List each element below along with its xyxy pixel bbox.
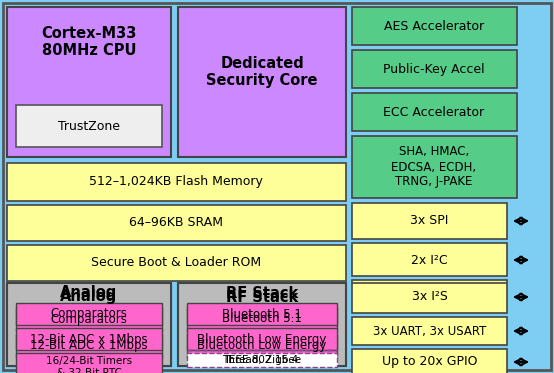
- Bar: [187, 353, 337, 367]
- Bar: [16, 303, 162, 325]
- Text: 2x I²C: 2x I²C: [411, 254, 448, 266]
- Bar: [352, 317, 507, 345]
- Text: TrustZone: TrustZone: [58, 119, 120, 132]
- Text: Public-Key Accel: Public-Key Accel: [383, 63, 485, 75]
- Text: Comparators: Comparators: [50, 307, 127, 320]
- Text: Secure Boot & Loader ROM: Secure Boot & Loader ROM: [91, 257, 261, 270]
- Text: 3x I²S: 3x I²S: [412, 291, 448, 304]
- Bar: [352, 7, 517, 45]
- Text: 16/24-Bit Timers
& 32-Bit RTC: 16/24-Bit Timers & 32-Bit RTC: [46, 356, 132, 373]
- Text: Bluetooth Low Energy: Bluetooth Low Energy: [197, 332, 327, 345]
- Bar: [352, 203, 507, 239]
- Text: 512–1,024KB Flash Memory: 512–1,024KB Flash Memory: [89, 176, 263, 188]
- Bar: [16, 307, 162, 331]
- Bar: [352, 243, 507, 276]
- Text: Analog: Analog: [60, 285, 117, 301]
- Bar: [352, 93, 517, 131]
- Bar: [352, 50, 517, 88]
- Bar: [352, 136, 517, 198]
- Bar: [7, 245, 346, 281]
- Bar: [178, 7, 346, 157]
- Text: 12-Bit ADC x 1Mbps: 12-Bit ADC x 1Mbps: [30, 339, 148, 352]
- Text: 3x UART, 3x USART: 3x UART, 3x USART: [373, 325, 486, 338]
- Text: RF Stack: RF Stack: [226, 289, 298, 304]
- Bar: [16, 105, 162, 147]
- Bar: [16, 334, 162, 358]
- Text: Bluetooth 5.1: Bluetooth 5.1: [222, 313, 302, 326]
- Bar: [352, 280, 507, 313]
- Text: Bluetooth 5.1: Bluetooth 5.1: [222, 307, 302, 320]
- Bar: [7, 163, 346, 201]
- Bar: [16, 328, 162, 350]
- Text: Analog: Analog: [60, 289, 117, 304]
- Bar: [178, 285, 346, 366]
- Bar: [16, 353, 162, 373]
- Text: 12-Bit ADC x 1Mbps: 12-Bit ADC x 1Mbps: [30, 332, 148, 345]
- Text: AES Accelerator: AES Accelerator: [384, 19, 484, 32]
- Text: Thread, Zigbee: Thread, Zigbee: [223, 355, 301, 365]
- Bar: [187, 303, 337, 325]
- Text: RF Stack: RF Stack: [226, 285, 298, 301]
- Text: 64–96KB SRAM: 64–96KB SRAM: [129, 216, 223, 229]
- Bar: [7, 7, 171, 157]
- Text: Bluetooth Low Energy: Bluetooth Low Energy: [197, 339, 327, 352]
- Bar: [178, 283, 346, 366]
- Bar: [7, 285, 171, 366]
- Text: ECC Accelerator: ECC Accelerator: [383, 106, 485, 119]
- Bar: [352, 349, 507, 373]
- Bar: [187, 307, 337, 331]
- Text: SHA, HMAC,
EDCSA, ECDH,
TRNG, J-PAKE: SHA, HMAC, EDCSA, ECDH, TRNG, J-PAKE: [392, 145, 476, 188]
- Bar: [187, 328, 337, 350]
- Bar: [7, 205, 346, 241]
- Bar: [7, 283, 171, 366]
- Text: Dedicated
Security Core: Dedicated Security Core: [206, 56, 318, 88]
- Bar: [187, 334, 337, 358]
- Text: IEEE 802.15.4: IEEE 802.15.4: [226, 355, 298, 365]
- Text: Comparators: Comparators: [50, 313, 127, 326]
- Text: 3x SPI: 3x SPI: [411, 214, 449, 228]
- Text: Up to 20x GPIO: Up to 20x GPIO: [382, 355, 477, 369]
- Text: Cortex-M33
80MHz CPU: Cortex-M33 80MHz CPU: [42, 26, 137, 58]
- Bar: [7, 285, 171, 366]
